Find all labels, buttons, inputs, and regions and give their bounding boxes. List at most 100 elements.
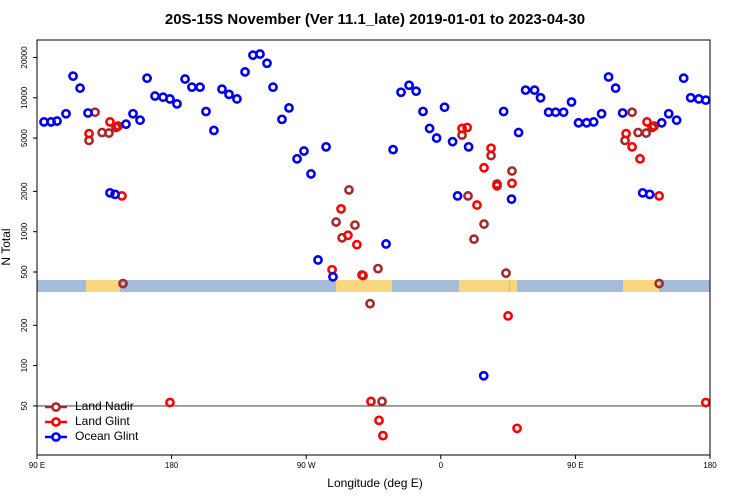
point xyxy=(83,108,93,118)
x-axis-label: Longitude (deg E) xyxy=(327,476,422,490)
point xyxy=(641,128,652,138)
legend-marker xyxy=(51,417,61,427)
point xyxy=(105,187,115,198)
point xyxy=(447,136,458,147)
point xyxy=(642,117,652,127)
point xyxy=(520,85,531,96)
point xyxy=(292,153,302,164)
point xyxy=(439,102,450,113)
point xyxy=(566,97,577,107)
chart-title: 20S-15S November (Ver 11.1_late) 2019-01… xyxy=(165,11,585,28)
legend-label: Land Nadir xyxy=(75,399,134,413)
plot-frame xyxy=(36,39,711,456)
point xyxy=(678,73,689,84)
point xyxy=(503,311,513,321)
point xyxy=(558,107,569,118)
point xyxy=(424,123,435,134)
point xyxy=(663,108,674,119)
point xyxy=(486,143,496,154)
y-tick-label: 20000 xyxy=(20,46,29,69)
legend-marker xyxy=(51,432,61,442)
point xyxy=(635,153,645,164)
point xyxy=(61,108,71,119)
point xyxy=(255,49,265,59)
y-tick-label: 2000 xyxy=(20,182,29,200)
point xyxy=(506,194,517,205)
point xyxy=(165,397,175,408)
point xyxy=(478,370,489,381)
y-axis-label: N Total xyxy=(0,228,13,265)
land-strip xyxy=(459,280,509,292)
point xyxy=(469,234,479,245)
point xyxy=(452,191,463,201)
point xyxy=(306,169,316,179)
point xyxy=(472,200,482,210)
point xyxy=(299,146,309,156)
point xyxy=(209,125,219,136)
point xyxy=(201,106,211,117)
series xyxy=(84,117,711,441)
point xyxy=(492,180,502,191)
point xyxy=(463,141,474,152)
land-strip xyxy=(623,280,659,292)
point xyxy=(232,94,242,104)
point xyxy=(172,98,182,109)
y-tick-label: 50 xyxy=(20,401,29,410)
point xyxy=(373,263,383,274)
point xyxy=(217,84,227,95)
point xyxy=(135,115,145,126)
point xyxy=(513,127,524,138)
point xyxy=(512,423,522,434)
legend-marker xyxy=(51,402,61,412)
point xyxy=(610,83,621,94)
point xyxy=(84,128,94,139)
point xyxy=(331,217,342,227)
point xyxy=(336,203,346,214)
point xyxy=(457,123,467,134)
point xyxy=(462,122,473,133)
x-tick-label: 180 xyxy=(703,461,717,470)
point xyxy=(374,415,384,426)
y-tick-label: 1000 xyxy=(20,222,29,240)
point xyxy=(343,230,353,241)
point xyxy=(328,271,338,282)
point xyxy=(479,219,489,229)
point xyxy=(240,67,250,77)
point xyxy=(105,117,115,127)
x-tick-label: 0 xyxy=(439,461,444,470)
x-tick-label: 90 W xyxy=(297,461,316,470)
point xyxy=(498,106,509,117)
point xyxy=(68,71,78,82)
point xyxy=(596,108,607,119)
point xyxy=(52,116,62,126)
point xyxy=(418,106,428,117)
point xyxy=(365,298,375,309)
y-tick-label: 200 xyxy=(20,318,29,332)
land-strip xyxy=(86,280,120,292)
point xyxy=(649,121,659,131)
point xyxy=(654,278,665,289)
point xyxy=(700,397,711,408)
x-tick-label: 90 E xyxy=(567,461,583,470)
point xyxy=(700,95,711,106)
point xyxy=(404,80,414,91)
point xyxy=(378,430,388,441)
point xyxy=(431,133,442,143)
point xyxy=(350,220,360,230)
point xyxy=(180,74,190,84)
land-strip xyxy=(510,280,517,292)
series xyxy=(39,49,711,381)
point xyxy=(656,117,667,128)
legend-label: Ocean Glint xyxy=(75,429,139,443)
point xyxy=(284,103,294,113)
point xyxy=(121,119,131,130)
point xyxy=(142,73,152,84)
point xyxy=(128,108,138,119)
point xyxy=(654,191,665,201)
point xyxy=(277,114,287,125)
point xyxy=(507,166,517,176)
x-tick-label: 90 E xyxy=(29,461,45,470)
point xyxy=(479,162,489,173)
point xyxy=(381,239,391,249)
